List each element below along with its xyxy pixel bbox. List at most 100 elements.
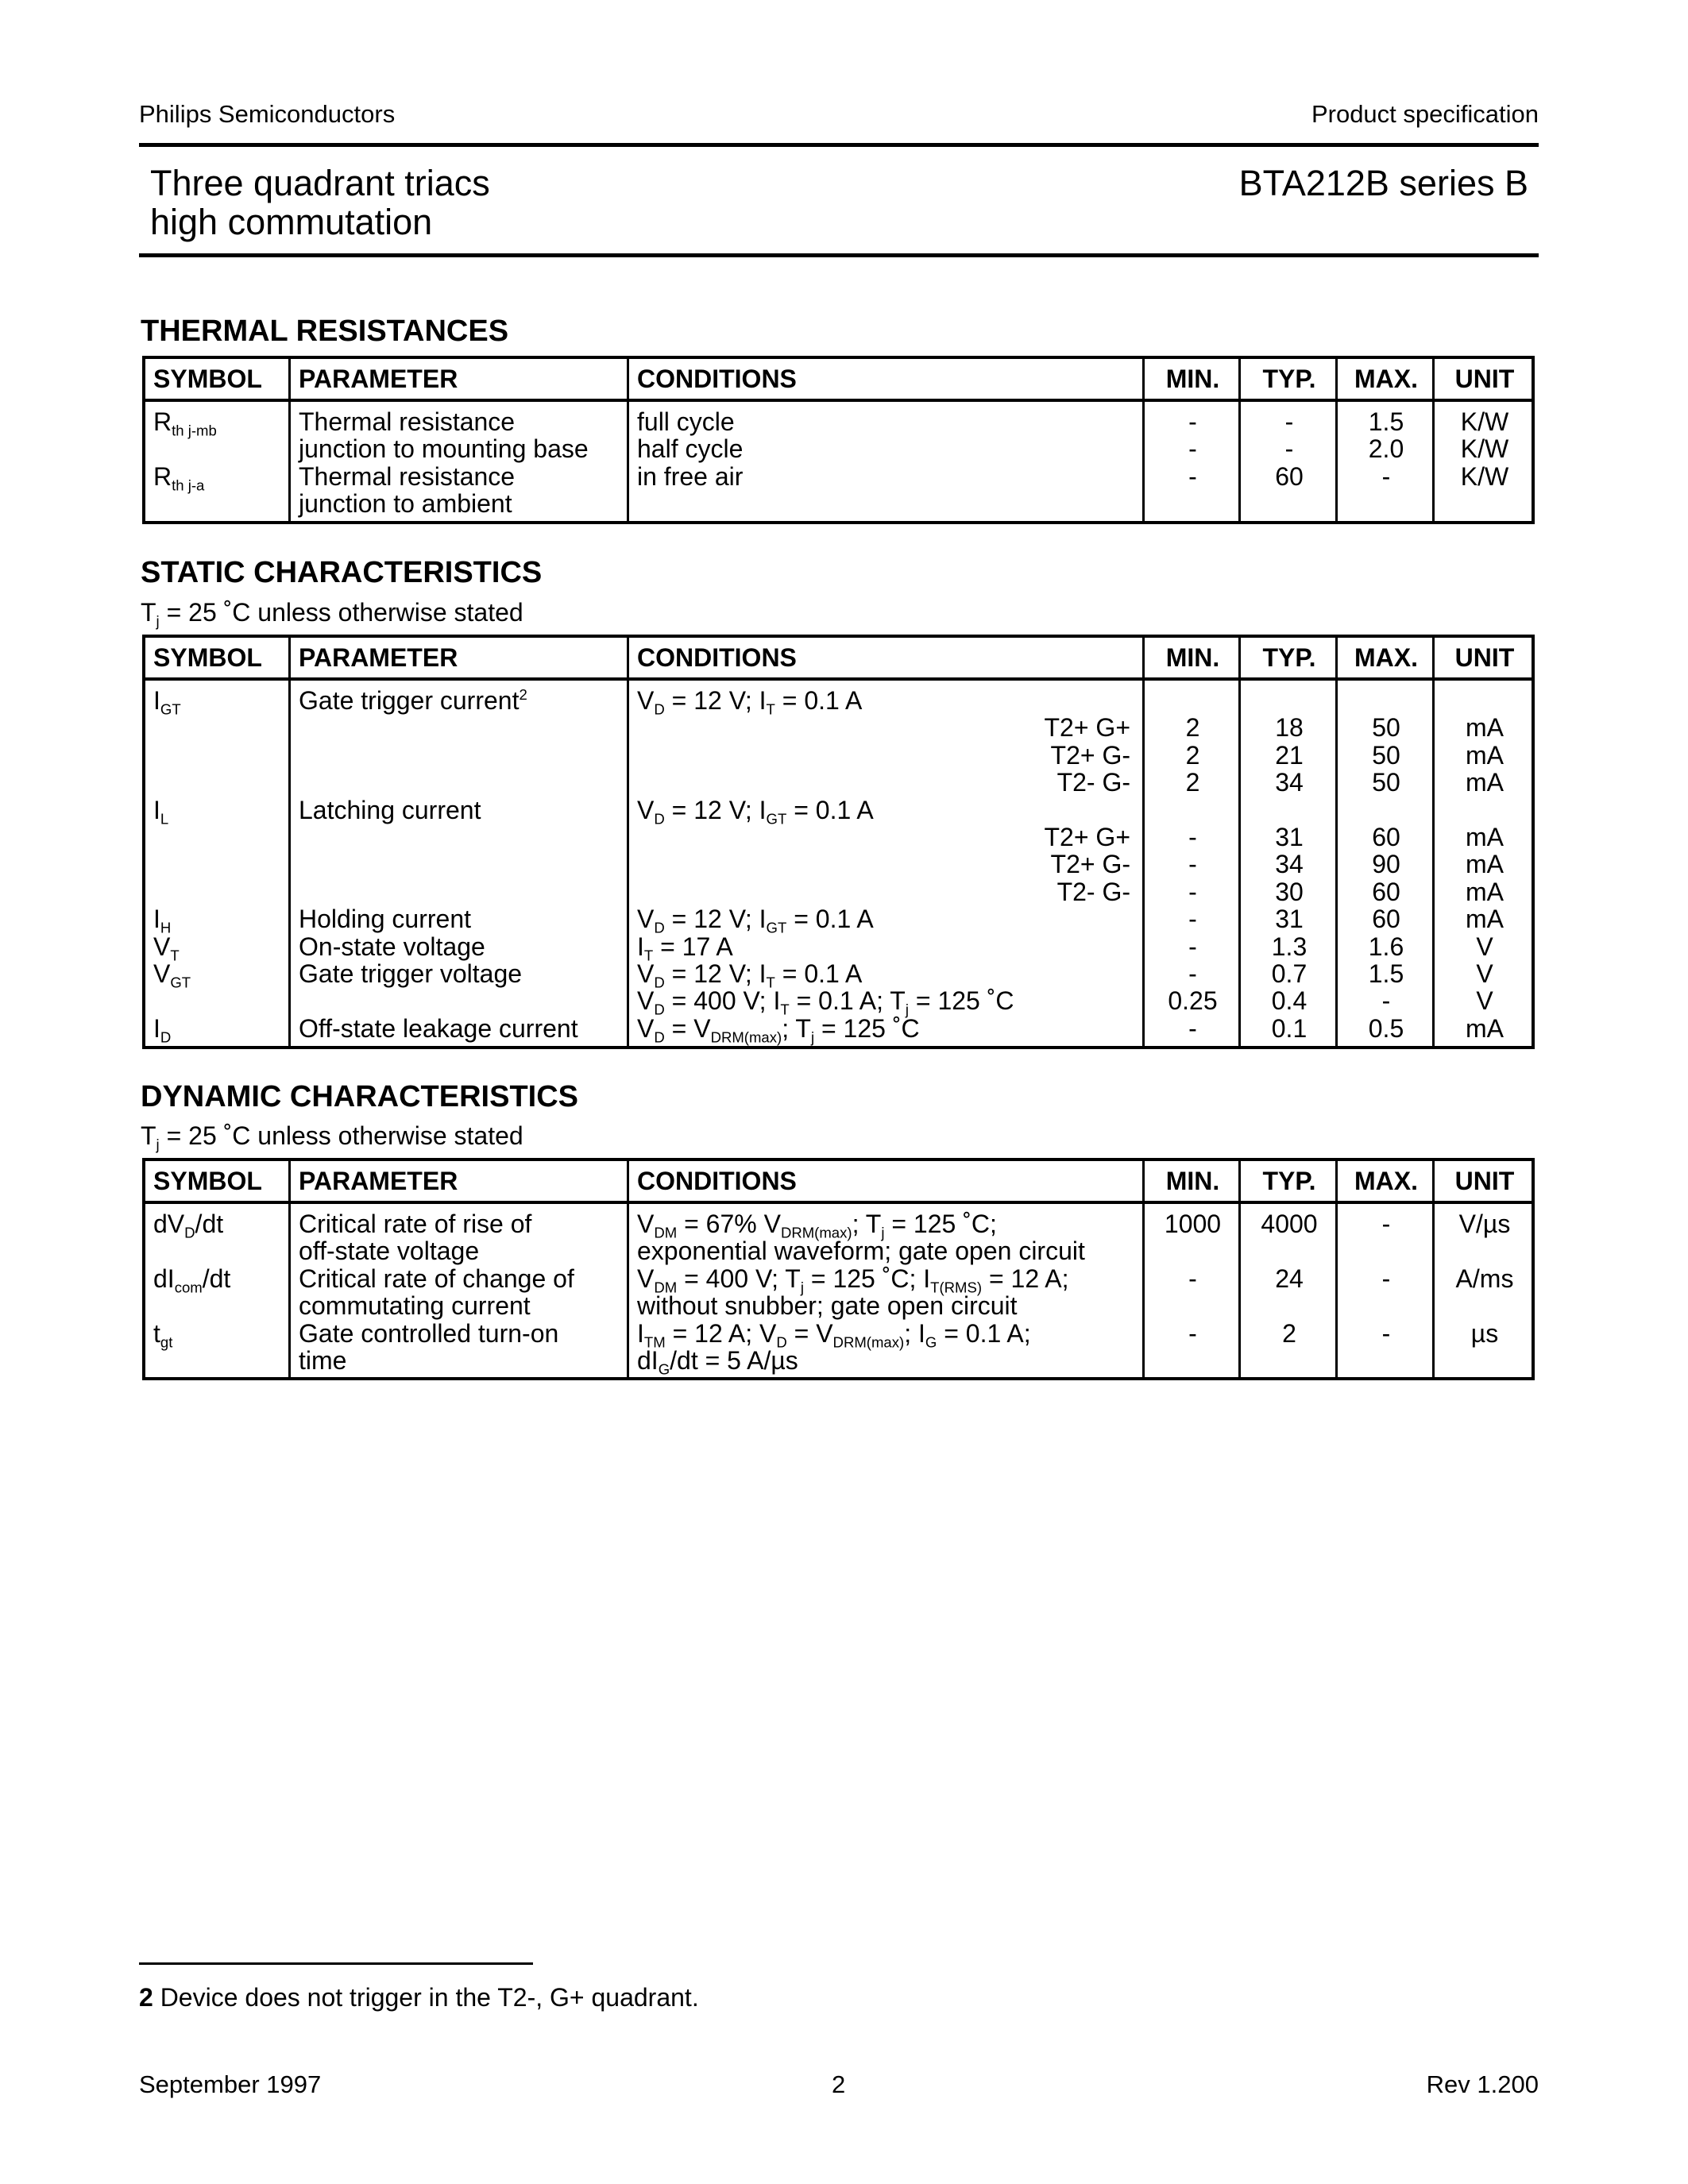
table-body: IGT Gate trigger current2 VD = 12 V; IT = …: [145, 681, 1535, 1046]
cell-max: [1338, 687, 1435, 714]
document-title-line-1: Three quadrant triacs: [150, 163, 490, 203]
table-row: junction to mounting base half cycle - - 2.0…: [145, 434, 1532, 464]
cell-unit: [1435, 687, 1535, 714]
cell-unit: [1435, 1237, 1535, 1264]
cell-symbol: [145, 851, 291, 878]
cell-typ: 21: [1275, 740, 1304, 770]
cell-min: 0.25: [1168, 986, 1218, 1016]
cell-symbol: VT: [153, 932, 180, 963]
page-number: 2: [832, 2070, 846, 2098]
table-row: time dIG/dt = 5 A/µs: [145, 1347, 1532, 1377]
cell-max: 0.5: [1368, 1013, 1404, 1043]
column-header-symbol: SYMBOL: [153, 643, 262, 672]
cell-max: -: [1381, 461, 1391, 491]
section-title-dynamic: DYNAMIC CHARACTERISTICS: [141, 1080, 578, 1113]
cell-typ: [1241, 1237, 1338, 1264]
table-row: commutating current without snubber; gate…: [145, 1291, 1535, 1321]
cell-unit: K/W: [1460, 407, 1509, 436]
column-header-symbol: SYMBOL: [153, 365, 262, 393]
cell-max: 90: [1372, 850, 1400, 879]
cell-min: -: [1188, 461, 1197, 491]
column-header-unit: UNIT: [1454, 365, 1515, 393]
cell-symbol: [145, 435, 291, 462]
cell-conditions: [629, 490, 1145, 517]
cell-typ: 34: [1275, 768, 1304, 797]
cell-symbol: dVD/dt: [153, 1210, 224, 1241]
cell-conditions: VD = 12 V; IGT = 0.1 A: [637, 905, 874, 936]
cell-typ: 2: [1282, 1318, 1296, 1348]
cell-typ: 31: [1275, 822, 1304, 851]
cell-parameter: commutating current: [299, 1291, 531, 1321]
column-divider: [1335, 638, 1338, 1046]
document-title-line-2: high commutation: [150, 202, 433, 242]
cell-typ: [1241, 1347, 1338, 1374]
cell-max: -: [1381, 986, 1391, 1016]
cell-symbol: [145, 1237, 291, 1264]
cell-symbol: [145, 1292, 291, 1319]
cell-unit: K/W: [1460, 461, 1509, 491]
cell-max: 1.5: [1368, 407, 1404, 436]
cell-symbol: VGT: [153, 959, 191, 991]
cell-symbol: Rth j-mb: [153, 407, 217, 439]
column-header-max: MAX.: [1354, 1167, 1418, 1195]
footnote-text: Device does not trigger in the T2-, G+ q…: [160, 1983, 699, 2012]
cell-symbol: Rth j-a: [153, 461, 205, 494]
column-divider: [1432, 1161, 1435, 1377]
column-divider: [1142, 638, 1145, 1046]
cell-symbol: [145, 878, 291, 905]
column-divider: [1238, 359, 1241, 521]
header-rule: [139, 143, 1539, 147]
table-row: T2+ G- 2 21 50 mA: [145, 740, 1532, 770]
column-divider: [627, 1161, 629, 1377]
cell-max: 50: [1372, 713, 1400, 743]
cell-unit: µs: [1470, 1318, 1499, 1348]
column-divider: [627, 359, 629, 521]
cell-min: -: [1188, 850, 1197, 879]
cell-typ: [1241, 490, 1338, 517]
cell-typ: 24: [1275, 1264, 1304, 1293]
cell-unit: mA: [1466, 1013, 1504, 1043]
cell-typ: 60: [1275, 461, 1304, 491]
cell-typ: 31: [1275, 905, 1304, 934]
cell-parameter: junction to mounting base: [299, 434, 589, 464]
column-header-min: MIN.: [1165, 365, 1220, 393]
cell-symbol: [145, 490, 291, 517]
cell-typ: 34: [1275, 850, 1304, 879]
cell-typ: [1241, 797, 1338, 824]
cell-unit: mA: [1466, 850, 1504, 879]
cell-parameter: Critical rate of rise of: [299, 1210, 532, 1238]
cell-symbol: IGT: [153, 686, 181, 718]
cell-parameter: [291, 769, 629, 796]
cell-max: [1338, 1237, 1435, 1264]
cell-typ: -: [1284, 407, 1294, 436]
cell-unit: V/µs: [1458, 1210, 1511, 1238]
column-divider: [1432, 359, 1435, 521]
cell-symbol: [145, 824, 291, 851]
table-row: VD = 400 V; IT = 0.1 A; Tj = 125 ˚C 0.25 0…: [145, 986, 1532, 1017]
table-header-row: SYMBOL PARAMETER CONDITIONS MIN. TYP. MAX. UNI…: [145, 638, 1532, 681]
table-row: VGT Gate trigger voltage VD = 12 V; IT = 0…: [145, 959, 1532, 991]
cell-symbol: ID: [153, 1013, 172, 1046]
cell-unit: [1435, 1292, 1535, 1319]
footer-revision: Rev 1.200: [1426, 2070, 1539, 2098]
column-divider: [1142, 1161, 1145, 1377]
cell-conditions: VDM = 400 V; Tj = 125 ˚C; IT(RMS) = 12 A…: [637, 1264, 1069, 1296]
cell-min: -: [1188, 1318, 1197, 1348]
cell-unit: mA: [1466, 740, 1504, 770]
cell-conditions: VD = 12 V; IT = 0.1 A: [637, 959, 863, 991]
cell-symbol: IL: [153, 795, 169, 828]
column-header-parameter: PARAMETER: [299, 1167, 458, 1195]
cell-parameter: Thermal resistance: [299, 461, 516, 491]
cell-typ: 0.1: [1271, 1013, 1308, 1043]
table-row: ID Off-state leakage current VD = VDRM(max…: [145, 1013, 1532, 1046]
cell-min: -: [1188, 407, 1197, 436]
cell-parameter: Critical rate of change of: [299, 1264, 574, 1293]
cell-typ: 1.3: [1271, 932, 1308, 961]
cell-max: [1338, 1292, 1435, 1319]
cell-conditions: T2- G-: [1056, 877, 1130, 906]
column-header-conditions: CONDITIONS: [637, 1167, 797, 1195]
cell-unit: K/W: [1460, 434, 1509, 464]
cell-min: [1145, 797, 1241, 824]
cell-min: -: [1188, 1264, 1197, 1293]
cell-parameter: Holding current: [299, 905, 471, 934]
